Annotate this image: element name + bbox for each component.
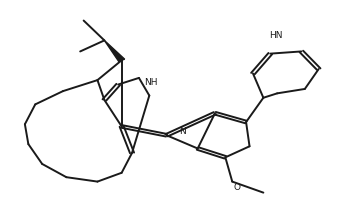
Text: O: O bbox=[234, 183, 241, 192]
Text: N: N bbox=[179, 127, 186, 137]
Text: NH: NH bbox=[144, 78, 158, 87]
Polygon shape bbox=[104, 40, 125, 61]
Text: HN: HN bbox=[269, 32, 282, 40]
